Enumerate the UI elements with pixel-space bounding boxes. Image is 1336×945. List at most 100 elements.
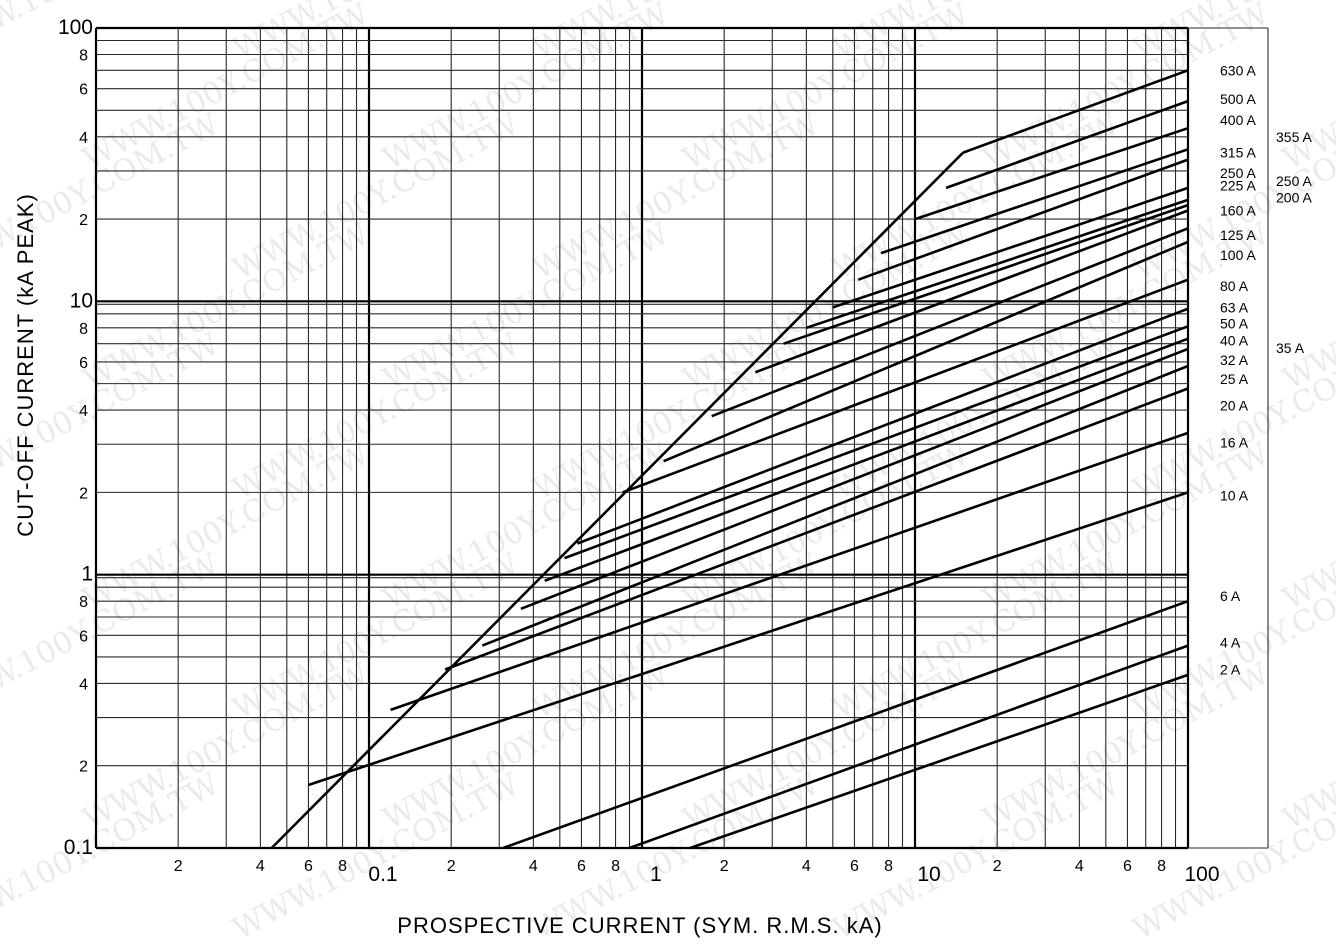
series-label: 6 A [1220,588,1241,604]
y-tick-label: 6 [79,628,88,645]
x-tick-label: 8 [611,858,620,875]
watermark-text: WWW.100Y.COM.TW [677,437,975,617]
series-line [945,99,1189,190]
series-label: 630 A [1220,62,1256,78]
x-tick-label: 8 [1157,858,1166,875]
x-tick-label: 8 [338,858,347,875]
x-tick-label: 2 [720,858,729,875]
series-line [481,364,1189,647]
watermark-text: WWW.100Y.COM.TW [527,107,825,287]
y-tick-label: 4 [79,130,88,147]
series-line [576,307,1189,545]
x-axis-title: PROSPECTIVE CURRENT (SYM. R.M.S. kA) [397,913,882,938]
y-tick-label: 2 [79,759,88,776]
series-label: 160 A [1220,202,1256,218]
series-line [689,673,1189,850]
series-label: 16 A [1220,434,1249,450]
x-tick-label: 10 [917,863,940,886]
envelope-line [270,151,964,849]
x-tick-labels: 2 4 6 8 0.1 2 4 6 8 1 2 4 6 8 10 2 4 6 8 100 [174,858,1220,886]
series-label: 500 A [1220,91,1256,107]
y-tick-label: 8 [79,47,88,64]
series-label: 4 A [1220,634,1241,650]
series-line [564,325,1189,560]
series-label: 35 A [1276,340,1305,356]
series-line [444,387,1189,671]
x-tick-label: 6 [1123,858,1132,875]
series-line [663,240,1189,463]
watermark-text: WWW.100Y.COM.TW [227,107,525,287]
y-tick-label: 2 [79,212,88,229]
series-label: 355 A [1276,129,1312,145]
series-line [544,337,1189,583]
x-tick-label: 8 [884,858,893,875]
series-line [520,347,1189,611]
series-label: 250 A [1276,173,1312,189]
series-line [307,491,1189,787]
series-line [622,278,1189,494]
series-line [629,644,1189,850]
y-tick-label: 0.1 [64,836,93,859]
series-line [962,69,1189,154]
curves [270,69,1189,850]
y-tick-label: 6 [79,82,88,99]
series-line [754,209,1189,374]
series-line [502,599,1189,850]
x-tick-label: 4 [802,858,811,875]
watermark-text: WWW.100Y.COM.TW [377,217,675,397]
series-label: 63 A [1220,299,1249,315]
watermark-text: WWW.100Y.COM.TW [227,327,525,507]
x-tick-label: 0.1 [368,863,397,886]
x-tick-label: 1 [650,863,662,886]
series-label: 250 A [1220,165,1256,181]
series-label: 100 A [1220,247,1256,263]
series-label: 50 A [1220,315,1249,331]
series-line [880,148,1189,255]
y-tick-label: 4 [79,403,88,420]
series-line [711,227,1189,418]
watermark-text: WWW.100Y.COM.TW [0,0,225,67]
series-label: 125 A [1220,227,1256,243]
y-tick-labels: 0.1 2 4 6 8 1 2 4 6 8 10 2 4 6 8 100 [58,16,93,859]
x-tick-label: 6 [850,858,859,875]
series-line [390,431,1189,712]
series-label: 80 A [1220,278,1249,294]
watermark-text: WWW.100Y.COM.TW [527,327,825,507]
y-tick-label: 6 [79,355,88,372]
x-tick-label: 2 [174,858,183,875]
series-label: 400 A [1220,112,1256,128]
series-line [914,126,1189,221]
x-tick-label: 4 [529,858,538,875]
y-tick-label: 2 [79,485,88,502]
y-tick-label: 10 [70,289,93,312]
y-tick-label: 1 [81,563,93,586]
series-label: 40 A [1220,332,1249,348]
y-tick-label: 8 [79,594,88,611]
y-tick-label: 8 [79,321,88,338]
y-axis-title: CUT-OFF CURRENT (kA PEAK) [13,193,38,537]
x-tick-label: 4 [1075,858,1084,875]
series-line [783,203,1189,345]
series-line [805,198,1189,330]
watermark-text: WWW.100Y.COM.TW [377,437,675,617]
series-line [832,186,1189,309]
series-label: 225 A [1220,178,1256,194]
series-label: 25 A [1220,371,1249,387]
x-tick-label: 2 [447,858,456,875]
series-label: 32 A [1220,352,1249,368]
y-tick-label: 100 [58,16,93,39]
x-tick-label: 2 [993,858,1002,875]
grid [94,26,1269,850]
series-label: 2 A [1220,661,1241,677]
x-tick-label: 100 [1184,863,1219,886]
series-label: 20 A [1220,398,1249,414]
x-tick-label: 6 [304,858,313,875]
series-label: 200 A [1276,189,1312,205]
y-tick-label: 4 [79,676,88,693]
series-line [857,158,1189,281]
x-tick-label: 4 [256,858,265,875]
series-label: 315 A [1220,145,1256,161]
